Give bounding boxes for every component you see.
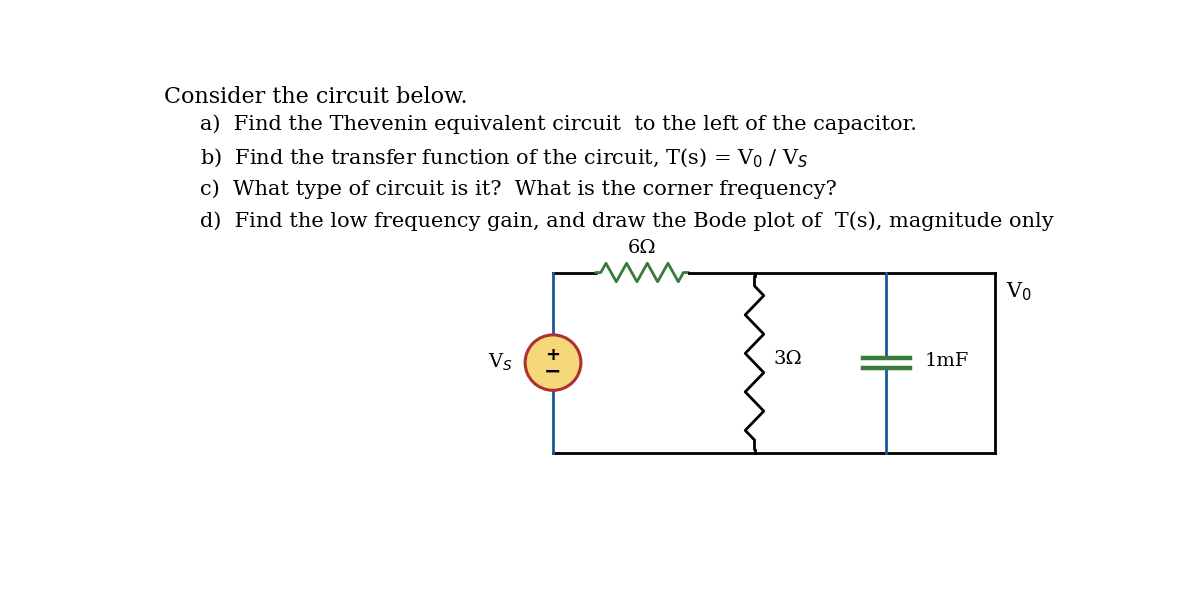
Text: b)  Find the transfer function of the circuit, T(s) = V$_0$ / V$_S$: b) Find the transfer function of the cir… bbox=[200, 147, 809, 170]
Text: 6Ω: 6Ω bbox=[628, 239, 656, 257]
Text: V$_S$: V$_S$ bbox=[488, 352, 512, 373]
Text: +: + bbox=[546, 346, 560, 364]
Text: c)  What type of circuit is it?  What is the corner frequency?: c) What type of circuit is it? What is t… bbox=[200, 179, 838, 199]
Text: a)  Find the Thevenin equivalent circuit  to the left of the capacitor.: a) Find the Thevenin equivalent circuit … bbox=[200, 114, 917, 135]
Text: 1mF: 1mF bbox=[925, 353, 970, 370]
Text: −: − bbox=[545, 362, 562, 382]
Text: 3Ω: 3Ω bbox=[774, 350, 803, 368]
Text: d)  Find the low frequency gain, and draw the Bode plot of  T(s), magnitude only: d) Find the low frequency gain, and draw… bbox=[200, 212, 1054, 231]
Text: Consider the circuit below.: Consider the circuit below. bbox=[164, 86, 468, 108]
Text: V$_0$: V$_0$ bbox=[1007, 280, 1032, 303]
Ellipse shape bbox=[526, 335, 581, 390]
